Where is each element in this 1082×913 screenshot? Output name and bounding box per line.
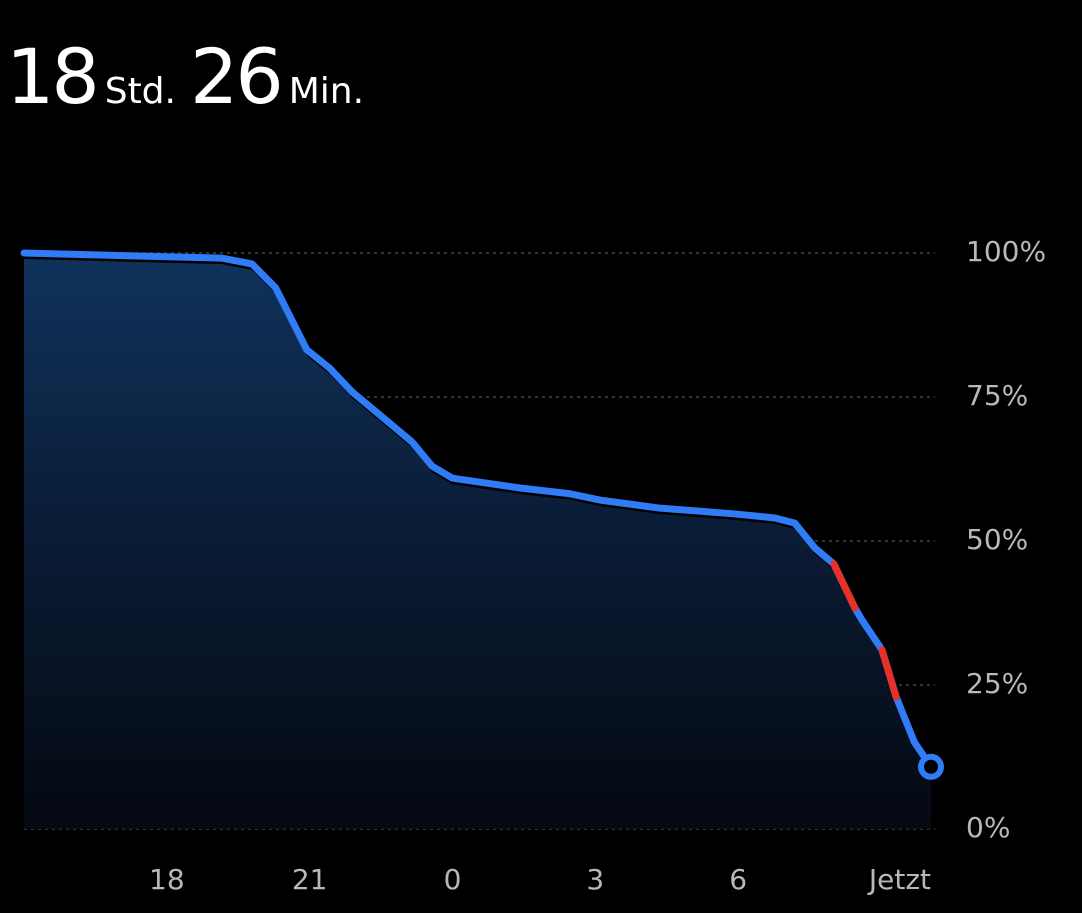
hours-unit: Std. — [104, 71, 176, 112]
hours: 18 — [6, 32, 100, 121]
y-tick-label: 25% — [966, 667, 1028, 700]
x-tick-label: 18 — [149, 863, 185, 896]
y-tick-label: 100% — [966, 235, 1046, 268]
y-tick-label: 75% — [966, 379, 1028, 412]
minutes: 26 — [189, 32, 284, 121]
x-tick-label: Jetzt — [867, 863, 931, 896]
fast-drain-line — [830, 560, 900, 701]
x-tick-label: 3 — [586, 863, 604, 896]
current-level-marker — [918, 753, 944, 780]
remaining-time: 18 Std. 26 Min. — [6, 32, 378, 121]
x-tick-label: 0 — [444, 863, 462, 896]
battery-area — [24, 259, 931, 829]
x-tick-label: 21 — [292, 863, 328, 896]
y-tick-label: 0% — [966, 811, 1010, 844]
minutes-unit: Min. — [288, 71, 365, 112]
y-tick-label: 50% — [966, 523, 1028, 556]
battery-line — [20, 249, 935, 771]
x-tick-label: 6 — [729, 863, 747, 896]
